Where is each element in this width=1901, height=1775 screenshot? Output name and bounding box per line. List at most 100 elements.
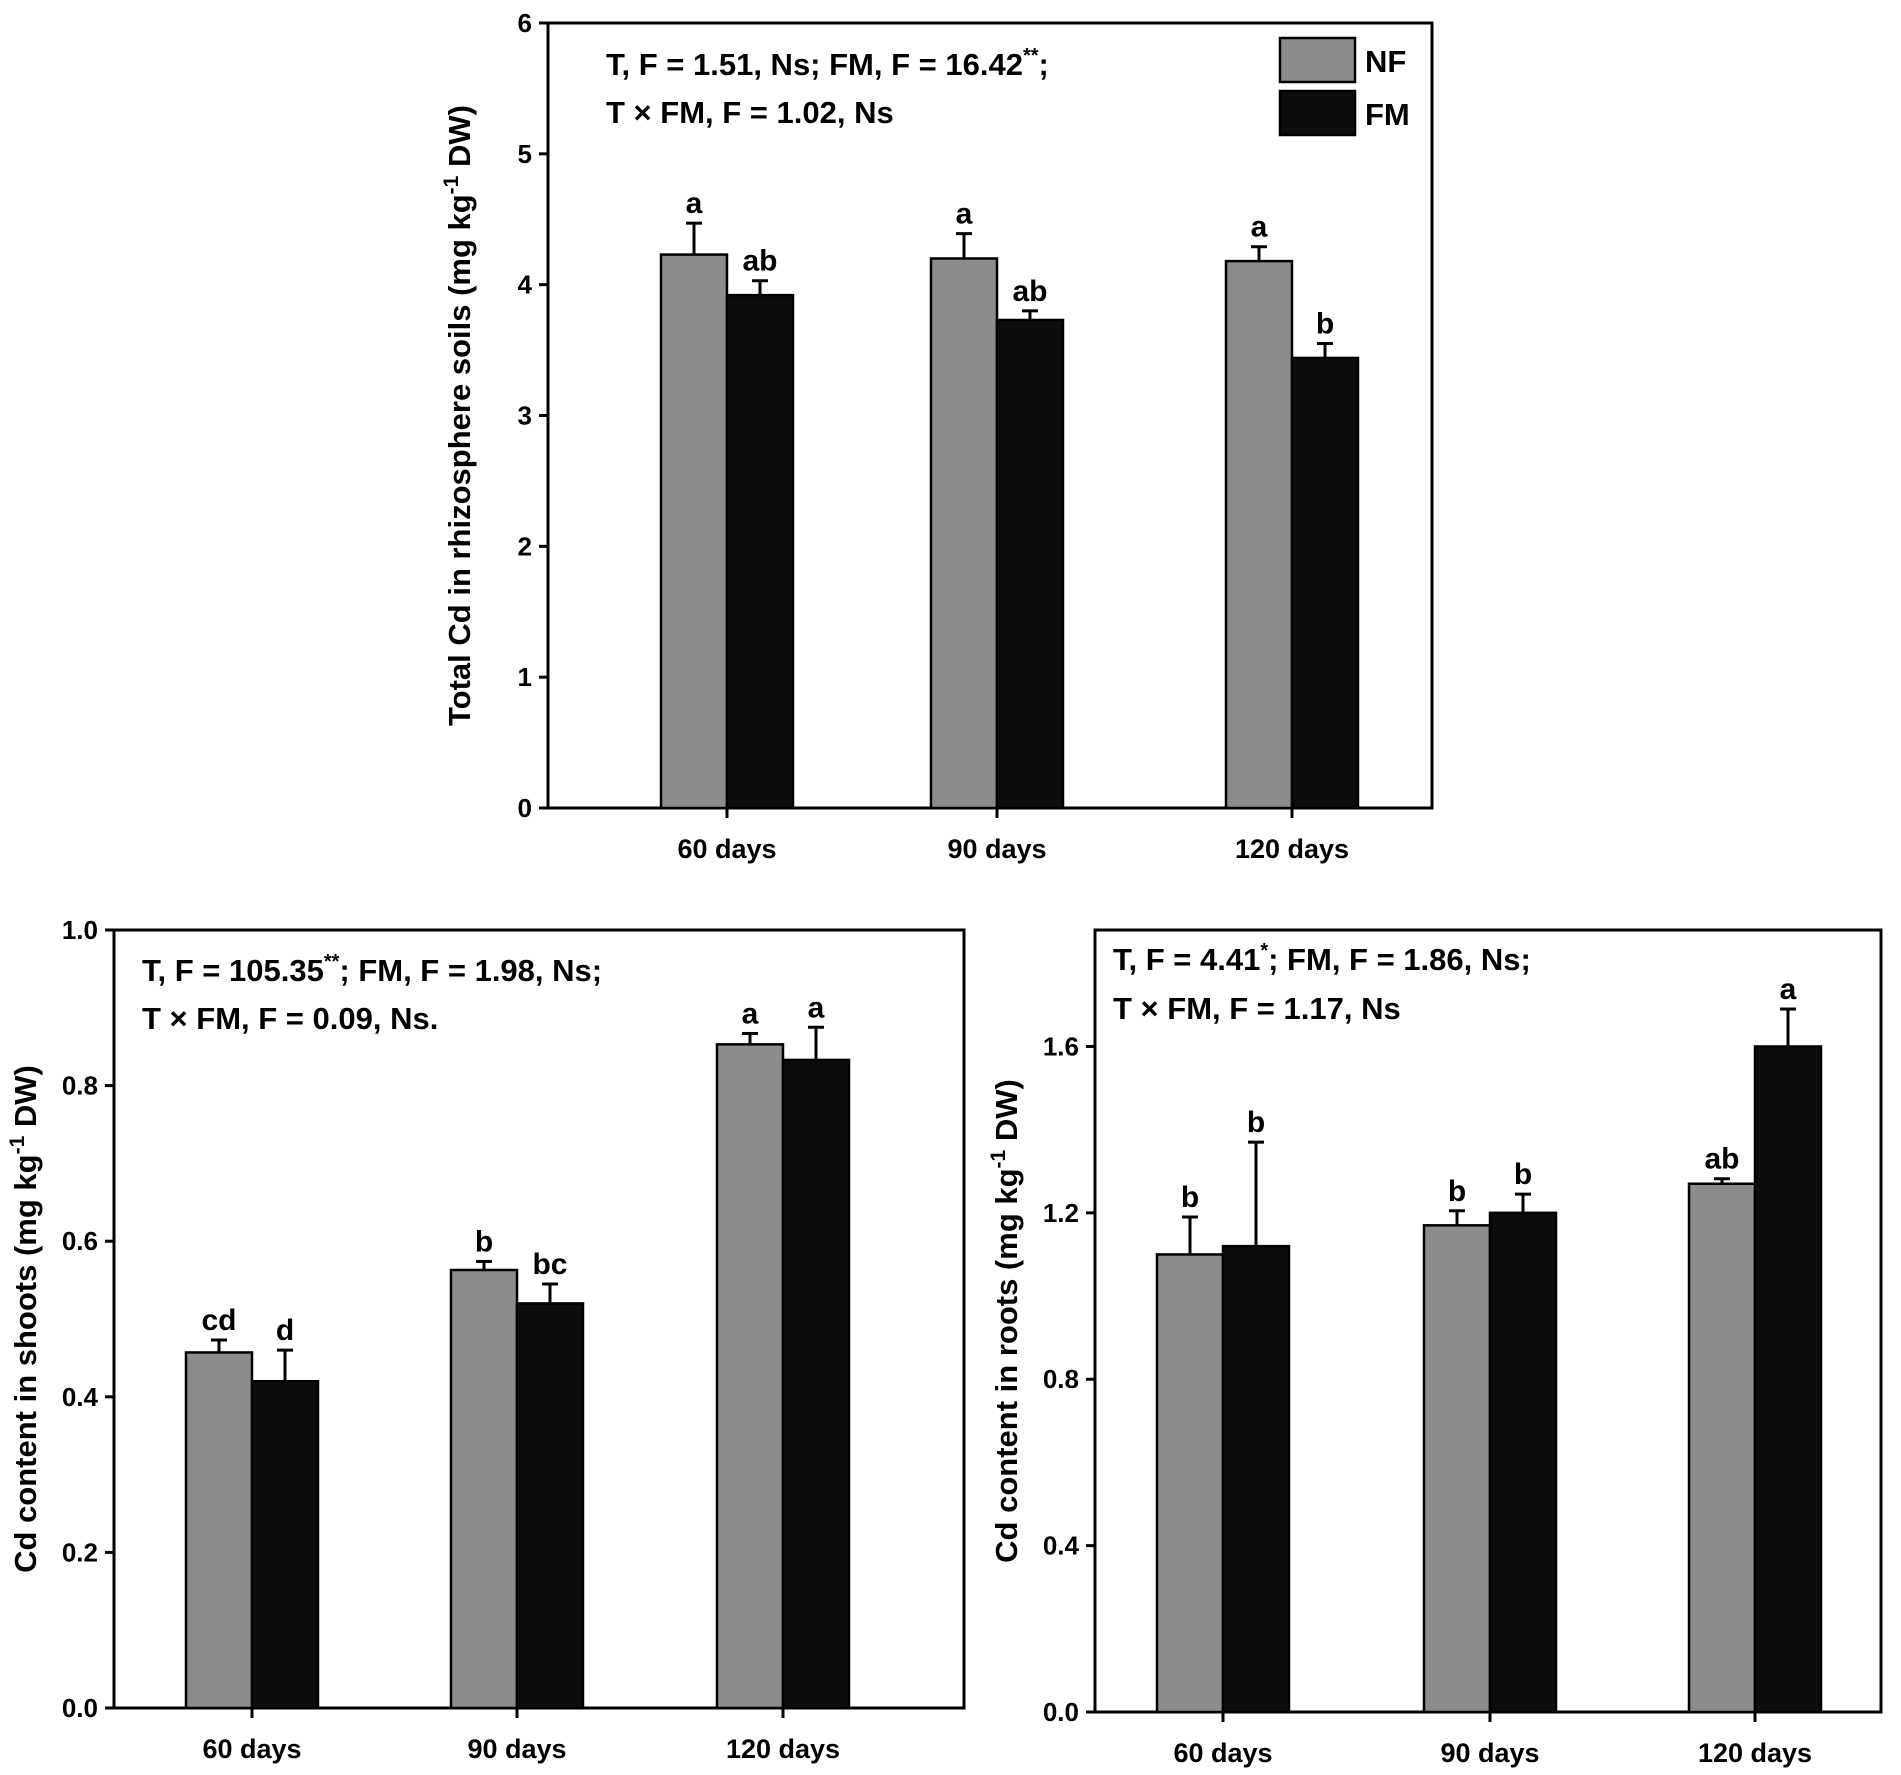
significance-letter: ab (1704, 1143, 1739, 1176)
bar-nf (659, 253, 729, 810)
significance-letter: ab (742, 245, 777, 278)
stats-text: T × FM, F = 1.02, Ns (606, 95, 894, 130)
y-axis-label-main: Cd content in roots (mg kg (989, 1168, 1024, 1562)
stats-annotation: T × FM, F = 0.09, Ns. (142, 1001, 438, 1036)
stats-text: ; FM, F = 1.98, Ns; (339, 953, 602, 988)
bar-fm (725, 293, 795, 810)
panel-cd-roots: 0.0 0.4 0.8 1.2 1.6 60 days 90 days 120 days b b a… (987, 928, 1883, 1768)
significance-letter: a (742, 997, 759, 1030)
y-tick-label: 0.2 (62, 1537, 98, 1567)
stats-annotation: T, F = 1.51, Ns; FM, F = 16.42**; (606, 45, 1049, 82)
y-tick-label: 1.2 (1043, 1198, 1079, 1228)
y-tick-label: 1.0 (62, 915, 98, 945)
stats-significance-mark: ** (1023, 45, 1039, 67)
x-tick-label: 90 days (467, 1734, 566, 1764)
x-tick-label: 120 days (1235, 834, 1349, 864)
y-axis-label-exponent: -1 (6, 1135, 29, 1154)
y-tick-label: 0.4 (1043, 1531, 1080, 1561)
x-tick-label: 60 days (1173, 1738, 1272, 1768)
y-tick-label: 4 (518, 270, 533, 300)
stats-annotation: T × FM, F = 1.17, Ns (1113, 991, 1401, 1026)
stats-annotation: T × FM, F = 1.02, Ns (606, 95, 894, 130)
bar-nf (449, 1268, 519, 1710)
significance-letter: a (808, 991, 825, 1024)
significance-letter: a (1251, 211, 1268, 244)
significance-letter: a (956, 198, 973, 231)
y-axis-label-main: Cd content in shoots (mg kg (8, 1154, 43, 1573)
y-tick-label: 3 (518, 401, 532, 431)
bar-nf (1224, 259, 1294, 810)
bar-fm (995, 318, 1065, 810)
significance-letter: b (1247, 1106, 1265, 1139)
panel-total-cd-rhizosphere: 0 1 2 3 4 5 6 60 days 90 days 120 days a a a ab ab b Tot… (440, 8, 1434, 864)
y-axis-label-end: DW) (442, 105, 477, 176)
significance-letter: b (1181, 1181, 1199, 1214)
bar-fm (1488, 1211, 1558, 1714)
stats-text: ; FM, F = 1.86, Ns; (1268, 942, 1531, 977)
x-tick-label: 90 days (1440, 1738, 1539, 1768)
significance-letter: a (1780, 973, 1797, 1006)
y-axis-label-exponent: -1 (440, 175, 463, 194)
x-tick-label: 120 days (726, 1734, 840, 1764)
significance-letter: cd (201, 1304, 236, 1337)
stats-text: T, F = 1.51, Ns; FM, F = 16.42 (606, 47, 1023, 82)
bar-fm (250, 1379, 320, 1710)
significance-letter: b (1316, 308, 1334, 341)
stats-significance-mark: * (1260, 940, 1268, 962)
stats-significance-mark: ** (324, 951, 340, 973)
bar-nf (1687, 1182, 1757, 1714)
y-axis-label-main: Total Cd in rhizosphere soils (mg kg (442, 194, 477, 726)
significance-letter: ab (1012, 275, 1047, 308)
y-tick-label: 5 (518, 139, 532, 169)
stats-annotation: T, F = 105.35**; FM, F = 1.98, Ns; (142, 951, 602, 988)
significance-letter: d (276, 1314, 294, 1347)
y-axis-label-exponent: -1 (987, 1149, 1010, 1168)
y-tick-label: 0.0 (62, 1693, 98, 1723)
x-tick-label: 120 days (1698, 1738, 1812, 1768)
legend-label-fm: FM (1365, 97, 1410, 132)
stats-text: T, F = 105.35 (142, 953, 324, 988)
y-axis-label: Total Cd in rhizosphere soils (mg kg-1 D… (440, 105, 477, 726)
y-tick-label: 0.8 (1043, 1364, 1079, 1394)
panel-cd-shoots: 0.0 0.2 0.4 0.6 0.8 1.0 60 days 90 days 120 days… (6, 915, 966, 1764)
stats-annotation: T, F = 4.41*; FM, F = 1.86, Ns; (1113, 940, 1531, 977)
y-tick-label: 0.4 (62, 1382, 99, 1412)
bar-nf (715, 1043, 785, 1710)
bar-fm (781, 1058, 851, 1710)
stats-text: T, F = 4.41 (1113, 942, 1260, 977)
bar-nf (1155, 1253, 1225, 1714)
y-tick-label: 0.0 (1043, 1697, 1079, 1727)
y-tick-label: 1 (518, 662, 532, 692)
y-tick-label: 0.6 (62, 1226, 98, 1256)
y-axis-label: Cd content in roots (mg kg-1 DW) (987, 1079, 1024, 1563)
bar-nf (929, 257, 999, 810)
y-tick-label: 0.8 (62, 1071, 98, 1101)
x-tick-label: 90 days (947, 834, 1046, 864)
y-axis-label-end: DW) (989, 1079, 1024, 1150)
significance-letter: a (686, 187, 703, 220)
y-axis-label: Cd content in shoots (mg kg-1 DW) (6, 1065, 43, 1573)
significance-letter: b (1514, 1158, 1532, 1191)
y-tick-label: 2 (518, 531, 532, 561)
bar-fm (1753, 1045, 1823, 1714)
bar-fm (515, 1302, 585, 1710)
y-axis-label-end: DW) (8, 1065, 43, 1136)
bar-nf (184, 1351, 254, 1710)
legend: NF FM (1278, 36, 1410, 137)
y-tick-label: 6 (518, 8, 532, 38)
stats-text: ; (1039, 47, 1049, 82)
stats-text: T × FM, F = 0.09, Ns. (142, 1001, 438, 1036)
bar-fm (1290, 356, 1360, 810)
x-tick-label: 60 days (677, 834, 776, 864)
legend-label-nf: NF (1365, 44, 1406, 79)
legend-swatch-nf (1278, 36, 1357, 84)
bar-nf (1422, 1224, 1492, 1714)
y-tick-label: 1.6 (1043, 1031, 1079, 1061)
significance-letter: bc (532, 1248, 567, 1281)
x-tick-label: 60 days (202, 1734, 301, 1764)
legend-swatch-fm (1278, 89, 1357, 137)
y-tick-label: 0 (518, 793, 532, 823)
significance-letter: b (475, 1225, 493, 1258)
stats-text: T × FM, F = 1.17, Ns (1113, 991, 1401, 1026)
